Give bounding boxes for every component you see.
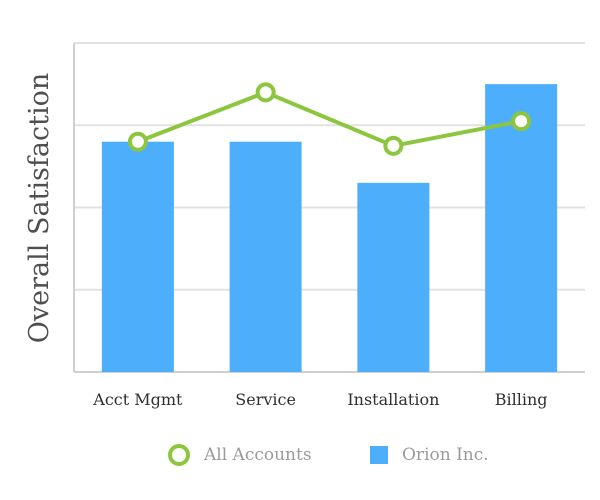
line-point-0 bbox=[127, 131, 148, 152]
line-point-1 bbox=[255, 82, 276, 103]
legend-label-all-accounts: All Accounts bbox=[204, 445, 312, 465]
chart: Acct Mgmt Service Installation Billing Over… bbox=[24, 42, 585, 409]
square-marker-icon bbox=[370, 446, 388, 464]
legend-item-orion-inc: Orion Inc. bbox=[370, 440, 489, 470]
legend-label-orion-inc: Orion Inc. bbox=[402, 445, 489, 465]
bar-1 bbox=[229, 141, 302, 372]
x-tick-label-3: Billing bbox=[495, 390, 548, 409]
line-path bbox=[137, 90, 522, 148]
y-axis-label: Overall Satisfaction bbox=[24, 73, 55, 344]
legend: All Accounts Orion Inc. bbox=[0, 440, 600, 470]
line-point-3 bbox=[511, 111, 532, 132]
x-tick-labels: Acct Mgmt Service Installation Billing bbox=[92, 390, 547, 409]
circle-marker-icon bbox=[168, 444, 190, 466]
x-tick-label-0: Acct Mgmt bbox=[92, 390, 183, 409]
line-series bbox=[127, 82, 532, 156]
bar-series bbox=[101, 84, 558, 372]
bar-2 bbox=[357, 182, 430, 372]
x-tick-label-2: Installation bbox=[347, 390, 439, 409]
line-point-2 bbox=[383, 135, 404, 156]
bar-0 bbox=[101, 141, 174, 372]
legend-item-all-accounts: All Accounts bbox=[168, 440, 312, 470]
bar-3 bbox=[485, 84, 558, 372]
x-tick-label-1: Service bbox=[235, 390, 296, 409]
